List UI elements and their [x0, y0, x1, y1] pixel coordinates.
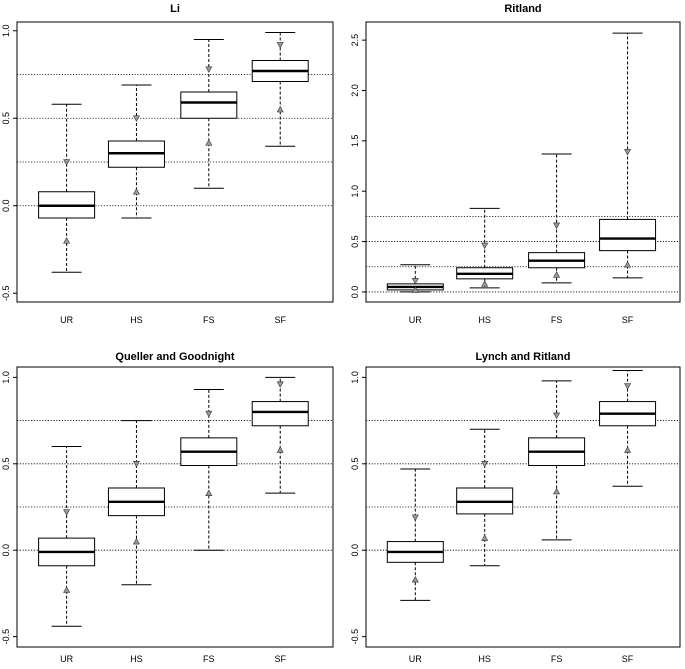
box-fs	[528, 380, 586, 541]
y-tick-label: 0.0	[1, 199, 11, 212]
lower-percentile-marker	[411, 575, 419, 583]
y-tick-label: 1.0	[1, 371, 11, 384]
box-fs	[528, 153, 586, 284]
box-fs	[180, 388, 238, 551]
box-sf	[599, 32, 657, 279]
category-label: FS	[551, 315, 563, 325]
box-ur	[38, 103, 96, 273]
upper-percentile-marker	[553, 412, 561, 420]
y-tick-label: 1.0	[350, 371, 360, 384]
y-tick-label: -0.5	[1, 285, 11, 301]
lower-percentile-marker	[553, 271, 561, 278]
panel-3: Queller and Goodnight -0.5 0.0 0.5 1.0 UR HS FS…	[1, 351, 334, 664]
box-hs	[456, 207, 514, 289]
lower-percentile-marker	[624, 261, 632, 268]
category-label: HS	[478, 654, 491, 664]
panel-1: Li -0.5 0.0 0.5 1.0 UR HS FS SF	[1, 3, 334, 325]
category-label: SF	[622, 315, 634, 325]
lower-percentile-marker	[481, 280, 489, 287]
category-label: FS	[551, 654, 563, 664]
upper-percentile-marker	[553, 222, 561, 230]
category-label: UR	[60, 315, 73, 325]
y-tick-label: 1.0	[1, 24, 11, 37]
upper-percentile-marker	[132, 115, 140, 122]
lower-percentile-marker	[205, 139, 213, 146]
y-tick-label: 2.0	[350, 84, 360, 97]
lower-percentile-marker	[481, 534, 489, 541]
box-sf	[251, 376, 309, 494]
category-label: UR	[60, 654, 73, 664]
panel-2: Ritland 0.0 0.5 1.0 1.5 2.0 2.5 UR HS FS SF	[350, 3, 681, 325]
lower-percentile-marker	[624, 446, 632, 453]
interquartile-box	[180, 91, 238, 119]
upper-percentile-marker	[63, 159, 71, 166]
y-tick-label: 1.5	[350, 135, 360, 148]
y-tick-label: 1.0	[350, 185, 360, 198]
upper-percentile-marker	[481, 460, 489, 468]
interquartile-box	[251, 401, 309, 427]
y-tick-label: 0.5	[1, 112, 11, 125]
lower-percentile-marker	[132, 537, 140, 545]
upper-percentile-marker	[276, 381, 284, 388]
box-fs	[180, 39, 238, 189]
y-tick-label: -0.5	[350, 629, 360, 645]
panel-title: Li	[170, 3, 180, 15]
box-hs	[107, 84, 165, 219]
category-label: HS	[130, 654, 143, 664]
lower-percentile-marker	[411, 286, 419, 293]
upper-percentile-marker	[624, 383, 632, 390]
upper-percentile-marker	[624, 149, 632, 156]
upper-percentile-marker	[132, 460, 140, 468]
y-tick-label: 0.5	[1, 458, 11, 471]
y-tick-label: -0.5	[1, 629, 11, 645]
category-label: FS	[203, 315, 215, 325]
box-hs	[107, 420, 165, 586]
box-sf	[251, 32, 309, 147]
plot-frame	[365, 21, 681, 303]
y-tick-label: 0.0	[350, 544, 360, 557]
upper-percentile-marker	[276, 41, 284, 49]
category-label: SF	[274, 654, 286, 664]
category-label: UR	[409, 654, 422, 664]
upper-percentile-marker	[481, 242, 489, 250]
lower-percentile-marker	[63, 586, 71, 593]
panel-title: Lynch and Ritland	[476, 351, 571, 363]
lower-percentile-marker	[63, 237, 71, 244]
box-sf	[599, 369, 657, 487]
upper-percentile-marker	[205, 66, 213, 73]
lower-percentile-marker	[205, 489, 213, 496]
box-ur	[386, 468, 444, 601]
panel-title: Queller and Goodnight	[115, 351, 235, 363]
panel-title: Ritland	[504, 3, 541, 15]
category-label: FS	[203, 654, 215, 664]
y-tick-label: 2.5	[350, 34, 360, 47]
y-tick-label: 0.5	[350, 235, 360, 248]
y-tick-label: 0.0	[1, 544, 11, 557]
category-label: HS	[478, 315, 491, 325]
lower-percentile-marker	[132, 188, 140, 195]
upper-percentile-marker	[411, 278, 419, 285]
box-hs	[456, 428, 514, 567]
interquartile-box	[599, 218, 657, 252]
lower-percentile-marker	[553, 487, 561, 495]
category-label: SF	[622, 654, 634, 664]
category-label: UR	[409, 315, 422, 325]
box-ur	[38, 446, 96, 627]
box-ur	[386, 264, 444, 293]
upper-percentile-marker	[63, 509, 71, 516]
panel-4: Lynch and Ritland -0.5 0.0 0.5 1.0 UR HS FS SF	[350, 351, 681, 664]
lower-percentile-marker	[276, 105, 284, 113]
category-label: HS	[130, 315, 143, 325]
y-tick-label: 0.5	[350, 458, 360, 471]
upper-percentile-marker	[411, 514, 419, 521]
lower-percentile-marker	[276, 446, 284, 453]
category-label: SF	[274, 315, 286, 325]
upper-percentile-marker	[205, 410, 213, 418]
y-tick-label: 0.0	[350, 286, 360, 299]
